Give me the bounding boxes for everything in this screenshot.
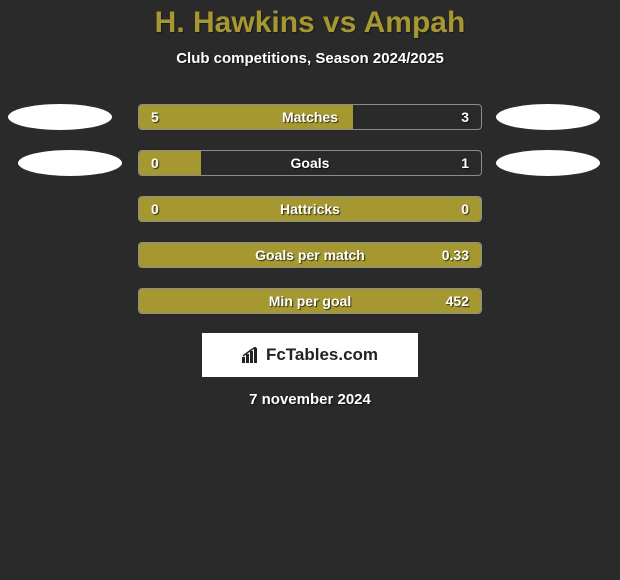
bar-label: Min per goal <box>139 289 481 313</box>
stat-row: Hattricks0 0 <box>0 195 620 223</box>
bar-track: Goals0 1 <box>138 150 482 176</box>
left-value: 0 <box>151 197 159 221</box>
bar-label: Hattricks <box>139 197 481 221</box>
chart-icon <box>242 347 262 363</box>
right-value: 0 <box>461 197 469 221</box>
right-value: 3 <box>461 105 469 129</box>
left-ellipse <box>8 104 112 130</box>
brand-text: FcTables.com <box>266 345 378 365</box>
left-value: 5 <box>151 105 159 129</box>
brand-label: FcTables.com <box>242 345 378 365</box>
bar-track: Matches5 3 <box>138 104 482 130</box>
bar-track: Hattricks0 0 <box>138 196 482 222</box>
left-ellipse <box>18 150 122 176</box>
stat-rows: Matches53Goals01Hattricks00Goals per mat… <box>0 103 620 315</box>
subtitle: Club competitions, Season 2024/2025 <box>0 50 620 67</box>
stat-row: Matches5 3 <box>0 103 620 131</box>
right-ellipse <box>496 104 600 130</box>
stat-row: Goals0 1 <box>0 149 620 177</box>
bar-track: Goals per match0.33 <box>138 242 482 268</box>
page-title: H. Hawkins vs Ampah <box>0 6 620 40</box>
bar-label: Matches <box>139 105 481 129</box>
infographic-container: H. Hawkins vs Ampah Club competitions, S… <box>0 0 620 408</box>
brand-box[interactable]: FcTables.com <box>202 333 418 377</box>
date-label: 7 november 2024 <box>0 391 620 408</box>
bar-track: Min per goal452 <box>138 288 482 314</box>
right-value: 0.33 <box>442 243 469 267</box>
right-value: 452 <box>446 289 469 313</box>
right-ellipse <box>496 150 600 176</box>
stat-row: Min per goal452 <box>0 287 620 315</box>
bar-label: Goals <box>139 151 481 175</box>
stat-row: Goals per match0.33 <box>0 241 620 269</box>
right-value: 1 <box>461 151 469 175</box>
left-value: 0 <box>151 151 159 175</box>
bar-label: Goals per match <box>139 243 481 267</box>
